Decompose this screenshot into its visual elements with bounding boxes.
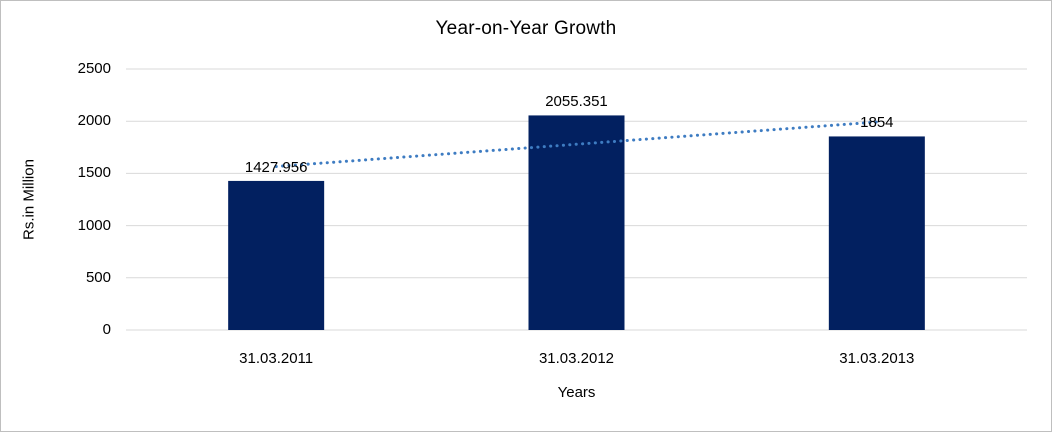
trendline bbox=[274, 120, 879, 169]
bar bbox=[228, 180, 325, 330]
x-category-label: 31.03.2011 bbox=[239, 350, 314, 367]
y-tick-label: 0 bbox=[102, 321, 111, 338]
bar-value-label: 2055.351 bbox=[545, 93, 608, 111]
bar bbox=[528, 115, 625, 330]
y-tick-label: 1000 bbox=[77, 216, 111, 234]
x-axis-title: Years bbox=[557, 384, 596, 401]
bar-value-label: 1854 bbox=[860, 114, 894, 132]
y-tick-label: 2000 bbox=[77, 112, 111, 130]
bar bbox=[828, 136, 925, 330]
y-tick-label: 2500 bbox=[77, 60, 111, 77]
chart-title: Year-on-Year Growth bbox=[435, 18, 617, 39]
y-tick-label: 500 bbox=[85, 268, 111, 286]
y-tick-label: 1500 bbox=[77, 164, 111, 182]
x-category-label: 31.03.2013 bbox=[839, 350, 915, 367]
x-category-label: 31.03.2012 bbox=[538, 350, 615, 367]
bar-value-label: 1427.956 bbox=[244, 158, 308, 176]
